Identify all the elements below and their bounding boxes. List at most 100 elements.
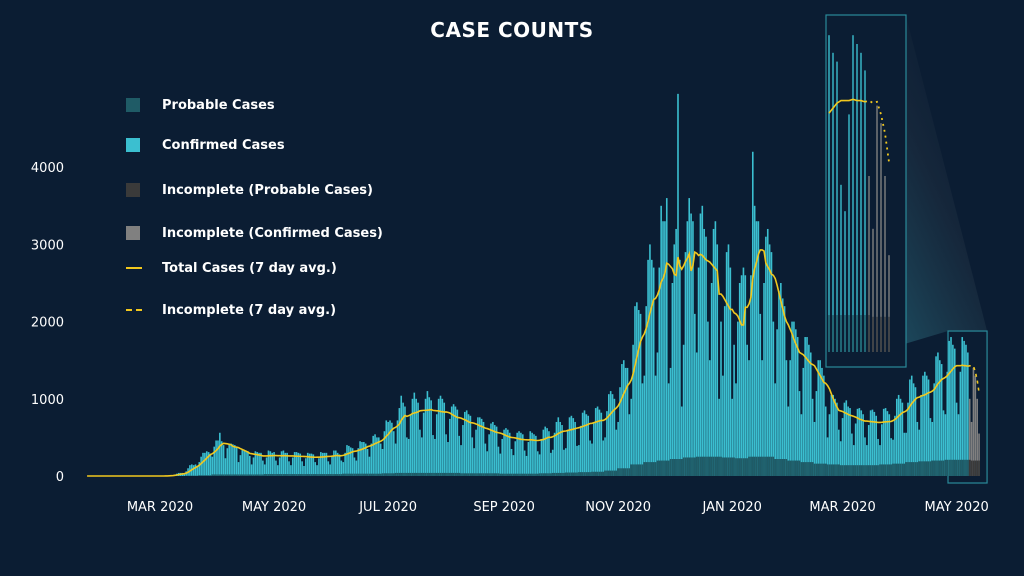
confirmed-bar [432,435,434,476]
probable-bar [636,464,638,476]
probable-bar [291,474,294,476]
confirmed-bar [314,462,317,476]
probable-bar [881,464,883,476]
confirmed-bar [712,228,715,476]
confirmed-bar [925,375,928,476]
inset-incomplete-probable-bar [888,316,890,352]
probable-bar [680,459,683,476]
probable-bar [841,465,844,476]
legend-item-incomplete-probable: Incomplete (Probable Cases) [126,181,373,199]
probable-bar [903,463,906,476]
probable-bar [718,456,720,476]
chart-title: CASE COUNTS [430,18,594,42]
confirmed-bar [772,321,775,476]
x-tick-label: JAN 2020 [701,500,761,515]
confirmed-bar [852,445,855,476]
confirmed-bar [196,466,199,476]
confirmed-bar [916,421,919,476]
confirmed-bar [351,448,354,476]
confirmed-bar [821,367,823,476]
probable-bar [959,459,962,476]
probable-bar [847,465,849,476]
probable-bar [725,457,728,476]
x-tick-label: MAR 2020 [809,500,875,515]
confirmed-bar [581,412,584,476]
confirmed-bar [927,379,930,476]
inset-avg-line [828,98,866,114]
probable-bar [230,474,232,476]
probable-bar [464,473,466,476]
probable-bar [679,459,681,476]
confirmed-bar [809,352,812,476]
probable-bar [609,470,612,476]
probable-bar [604,470,606,476]
inset-probable-bar [848,315,850,352]
confirmed-bar [501,438,504,476]
probable-bar [581,472,584,476]
probable-bar [860,465,863,476]
probable-bar [585,472,588,476]
probable-bar [475,473,477,476]
confirmed-bar [406,437,408,476]
confirmed-bar [286,452,288,476]
probable-bar [245,474,247,476]
probable-bar [533,473,535,476]
inset-incomplete-probable-bar [884,316,886,352]
probable-bar [888,464,891,476]
confirmed-bar [602,440,604,476]
probable-bar [538,473,541,476]
probable-bar [652,462,655,476]
probable-bar [634,464,636,476]
confirmed-bar [563,449,565,476]
confirmed-bar [748,360,750,476]
probable-bar [269,474,272,476]
confirmed-bar [363,442,365,476]
confirmed-bar [688,198,691,476]
probable-bar [499,473,502,476]
probable-bar [667,460,670,476]
probable-bar [596,471,599,476]
confirmed-bar [460,445,462,476]
inset-incomplete-confirmed-bar [872,228,874,352]
confirmed-bar [839,441,842,476]
probable-bar [198,475,201,476]
confirmed-bar [890,438,892,476]
confirmed-bar [441,398,444,476]
probable-bar [254,474,257,476]
probable-bar [656,460,659,476]
probable-bar [407,472,410,476]
confirmed-bar [690,213,692,476]
confirmed-bar [703,228,705,476]
confirmed-bar [950,337,952,476]
incomplete-confirmed-swatch [126,226,140,240]
confirmed-bar [381,448,384,476]
confirmed-bar [559,421,561,476]
probable-bar [454,472,457,476]
confirmed-bar [389,420,391,476]
inset-probable-bar [840,315,842,352]
probable-bar [222,474,225,476]
probable-bar [566,472,569,476]
confirmed-bar [763,283,765,476]
confirmed-bar [385,420,388,476]
confirmed-bar [348,445,350,476]
probable-bar [828,464,831,476]
legend-item-incomplete-confirmed: Incomplete (Confirmed Cases) [126,224,383,242]
confirmed-bar [490,423,492,476]
confirmed-bar [695,352,698,476]
inset-probable-bar [828,315,830,352]
probable-bar [469,473,472,476]
inset-confirmed-bar [848,114,850,353]
confirmed-bar [521,434,524,476]
probable-bar [527,473,530,476]
confirmed-bar [426,391,429,476]
confirmed-bar [637,310,640,476]
probable-bar [430,472,432,476]
probable-bar [933,460,935,476]
confirmed-bar [864,437,866,476]
confirmed-bar [245,450,247,476]
probable-bar [505,473,507,476]
confirmed-bar [895,398,898,476]
probable-bar [529,473,532,476]
probable-bar [811,462,814,476]
